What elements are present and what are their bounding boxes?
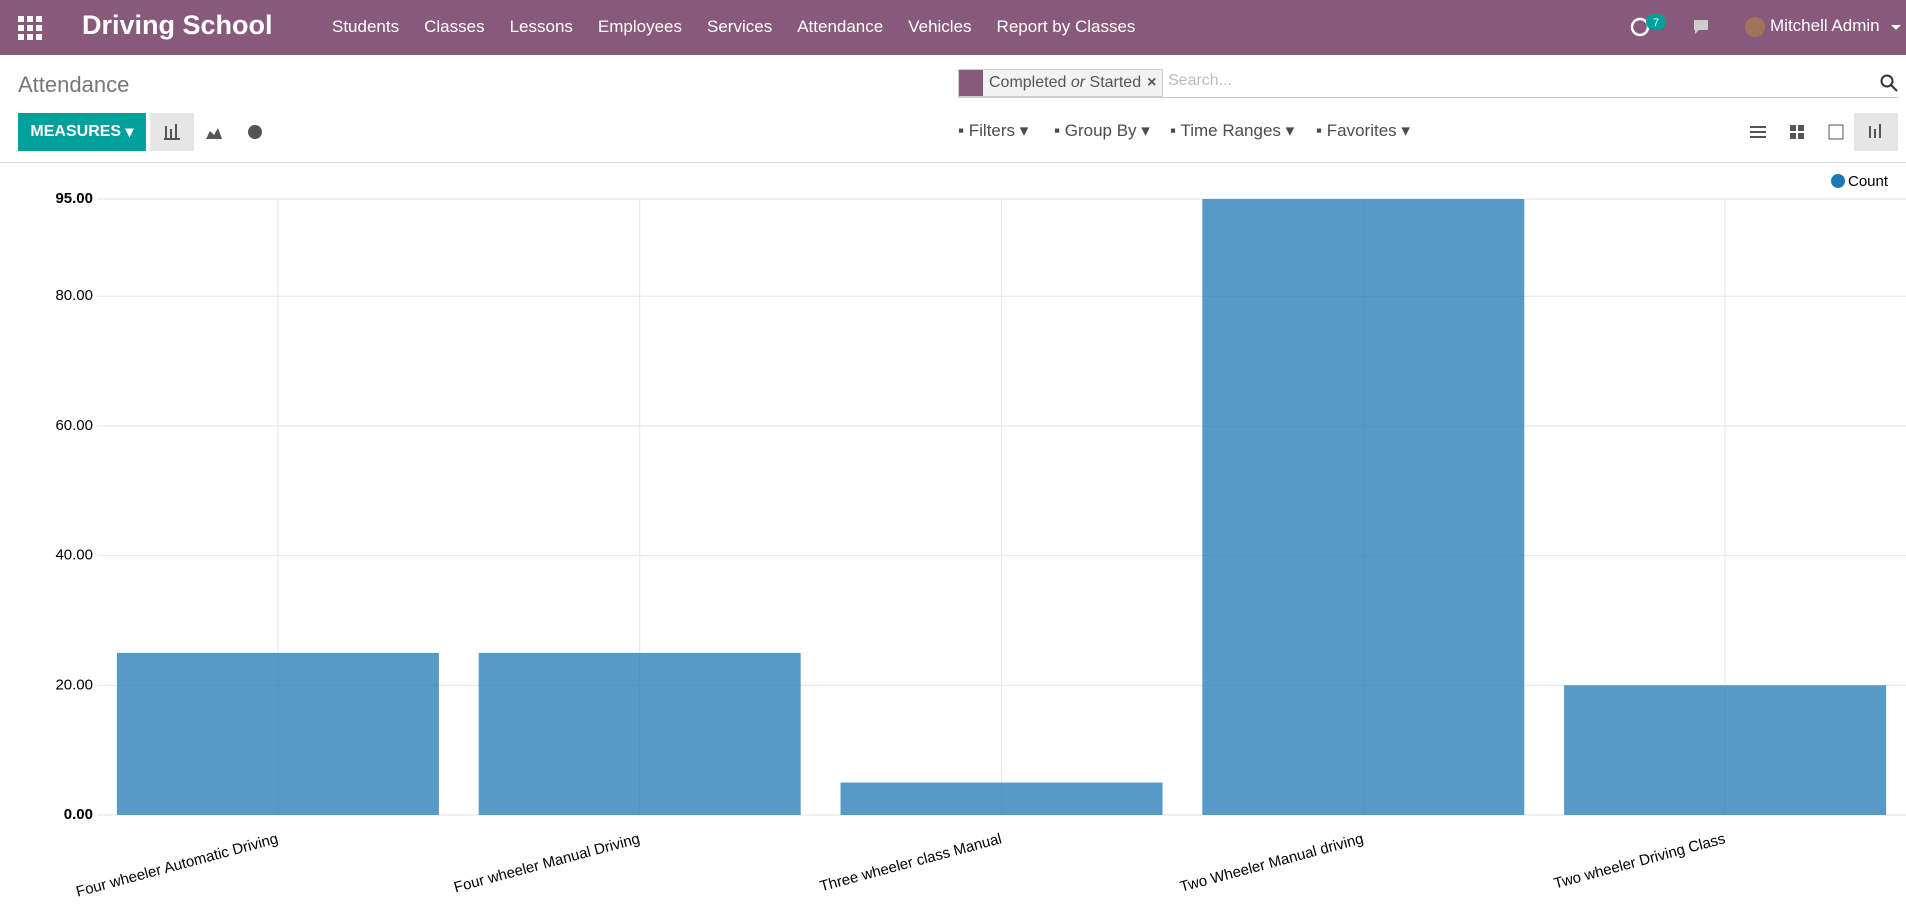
control-panel: Attendance Completed or Started × Search… <box>0 55 1906 163</box>
menu-item[interactable]: Attendance <box>797 17 884 36</box>
y-tick-label: 40.00 <box>55 547 93 564</box>
x-tick-label: Two wheeler Driving Class <box>1552 830 1727 892</box>
menu-item[interactable]: Services <box>707 17 773 36</box>
x-tick-label: Two Wheeler Manual driving <box>1178 830 1365 895</box>
activity-icon[interactable]: 7 <box>1628 14 1668 40</box>
view-switcher <box>1750 113 1898 151</box>
menu-item[interactable]: Classes <box>424 17 485 36</box>
filter-button[interactable]: ▪ Favorites ▾ <box>1316 121 1410 140</box>
user-name[interactable]: Mitchell Admin <box>1770 16 1880 35</box>
breadcrumb: Attendance <box>18 72 130 97</box>
facet-value: Completed <box>989 74 1067 91</box>
facet-remove[interactable]: × <box>1147 74 1157 91</box>
filter-button[interactable]: ▪ Time Ranges ▾ <box>1170 121 1295 140</box>
x-tick-label: Four wheeler Automatic Driving <box>74 830 280 900</box>
facet-icon <box>959 70 983 96</box>
facet-separator: or <box>1070 74 1086 91</box>
search-placeholder: Search... <box>1168 72 1233 89</box>
y-tick-label: 80.00 <box>55 287 93 304</box>
apps-icon[interactable] <box>18 16 42 40</box>
filter-label: Group By <box>1064 121 1137 140</box>
navbar: Driving School Students Classes Lessons Emp… <box>0 0 1906 55</box>
search-bar[interactable]: Completed or Started × Search... <box>958 69 1898 98</box>
chat-icon[interactable] <box>1692 17 1714 37</box>
search-icon[interactable] <box>1880 74 1898 92</box>
menu-item[interactable]: Report by Classes <box>996 17 1136 36</box>
activity-count: 7 <box>1653 17 1659 29</box>
caret <box>1891 25 1901 30</box>
y-tick-label: 60.00 <box>55 417 93 434</box>
filter-label: Time Ranges <box>1180 121 1281 140</box>
menu: Students Classes Lessons Employees Services A… <box>332 17 1135 37</box>
app-name[interactable]: Driving School <box>82 10 273 40</box>
y-tick-label: 95.00 <box>55 190 93 207</box>
filter-label: Favorites <box>1326 121 1397 140</box>
facet[interactable]: Completed or Started × <box>958 69 1164 97</box>
measures-label: MEASURES <box>30 123 122 140</box>
bar <box>478 652 801 815</box>
avatar[interactable] <box>1744 16 1766 38</box>
legend-marker <box>1831 174 1845 188</box>
x-tick-label: Four wheeler Manual Driving <box>452 830 642 896</box>
bar <box>840 782 1163 815</box>
bar <box>116 652 439 815</box>
chart-type-switcher <box>150 113 262 151</box>
y-tick-label: 20.00 <box>55 676 93 693</box>
menu-item[interactable]: Vehicles <box>908 17 972 36</box>
menu-item[interactable]: Students <box>332 17 400 36</box>
y-tick-label: 0.00 <box>64 806 93 823</box>
bar <box>1564 685 1887 815</box>
menu-item[interactable]: Employees <box>597 17 683 36</box>
filter-button[interactable]: ▪ Filters ▾ <box>958 121 1029 140</box>
legend-label: Count <box>1848 173 1889 190</box>
bar <box>1202 199 1525 815</box>
chart: 0.00 20.00 40.00 60.00 80.00 95.00 Count Four w… <box>55 173 1906 901</box>
pie-chart-button[interactable] <box>248 125 262 139</box>
menu-item[interactable]: Lessons <box>509 17 573 36</box>
line-chart-button[interactable] <box>206 128 222 139</box>
filter-button[interactable]: ▪ Group By ▾ <box>1054 121 1150 140</box>
filter-label: Filters <box>968 121 1016 140</box>
measures-button[interactable]: MEASURES ▾ <box>18 113 146 151</box>
facet-value: Started <box>1089 74 1142 91</box>
x-tick-label: Three wheeler class Manual <box>818 830 1004 895</box>
